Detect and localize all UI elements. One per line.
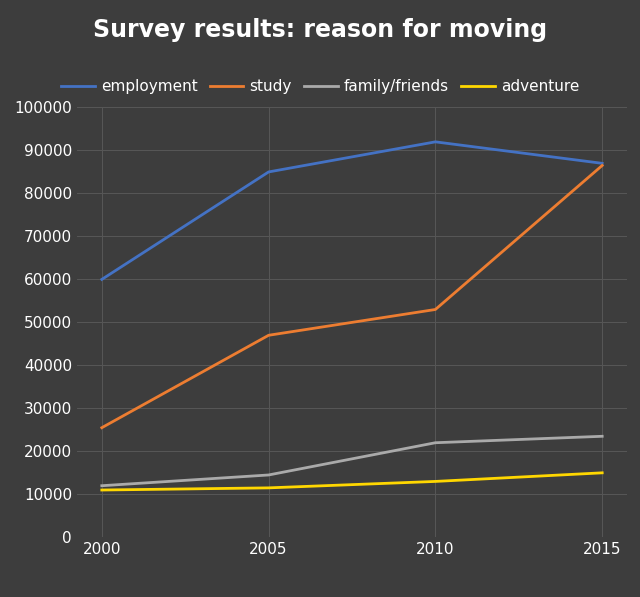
study: [98, 424, 106, 431]
study: [598, 162, 606, 169]
family/friends: [431, 439, 439, 447]
Line: study: study: [102, 165, 602, 427]
adventure: [598, 469, 606, 476]
study: [431, 306, 439, 313]
family/friends: [598, 433, 606, 440]
employment: [598, 160, 606, 167]
Line: family/friends: family/friends: [102, 436, 602, 486]
adventure: [265, 484, 273, 491]
Line: employment: employment: [102, 142, 602, 279]
employment: [265, 168, 273, 176]
family/friends: [98, 482, 106, 490]
Legend: employment, study, family/friends, adventure: employment, study, family/friends, adven…: [55, 73, 585, 100]
study: [265, 332, 273, 339]
employment: [98, 276, 106, 283]
Line: adventure: adventure: [102, 473, 602, 490]
employment: [431, 139, 439, 146]
family/friends: [265, 472, 273, 479]
adventure: [431, 478, 439, 485]
Text: Survey results: reason for moving: Survey results: reason for moving: [93, 18, 547, 42]
adventure: [98, 487, 106, 494]
